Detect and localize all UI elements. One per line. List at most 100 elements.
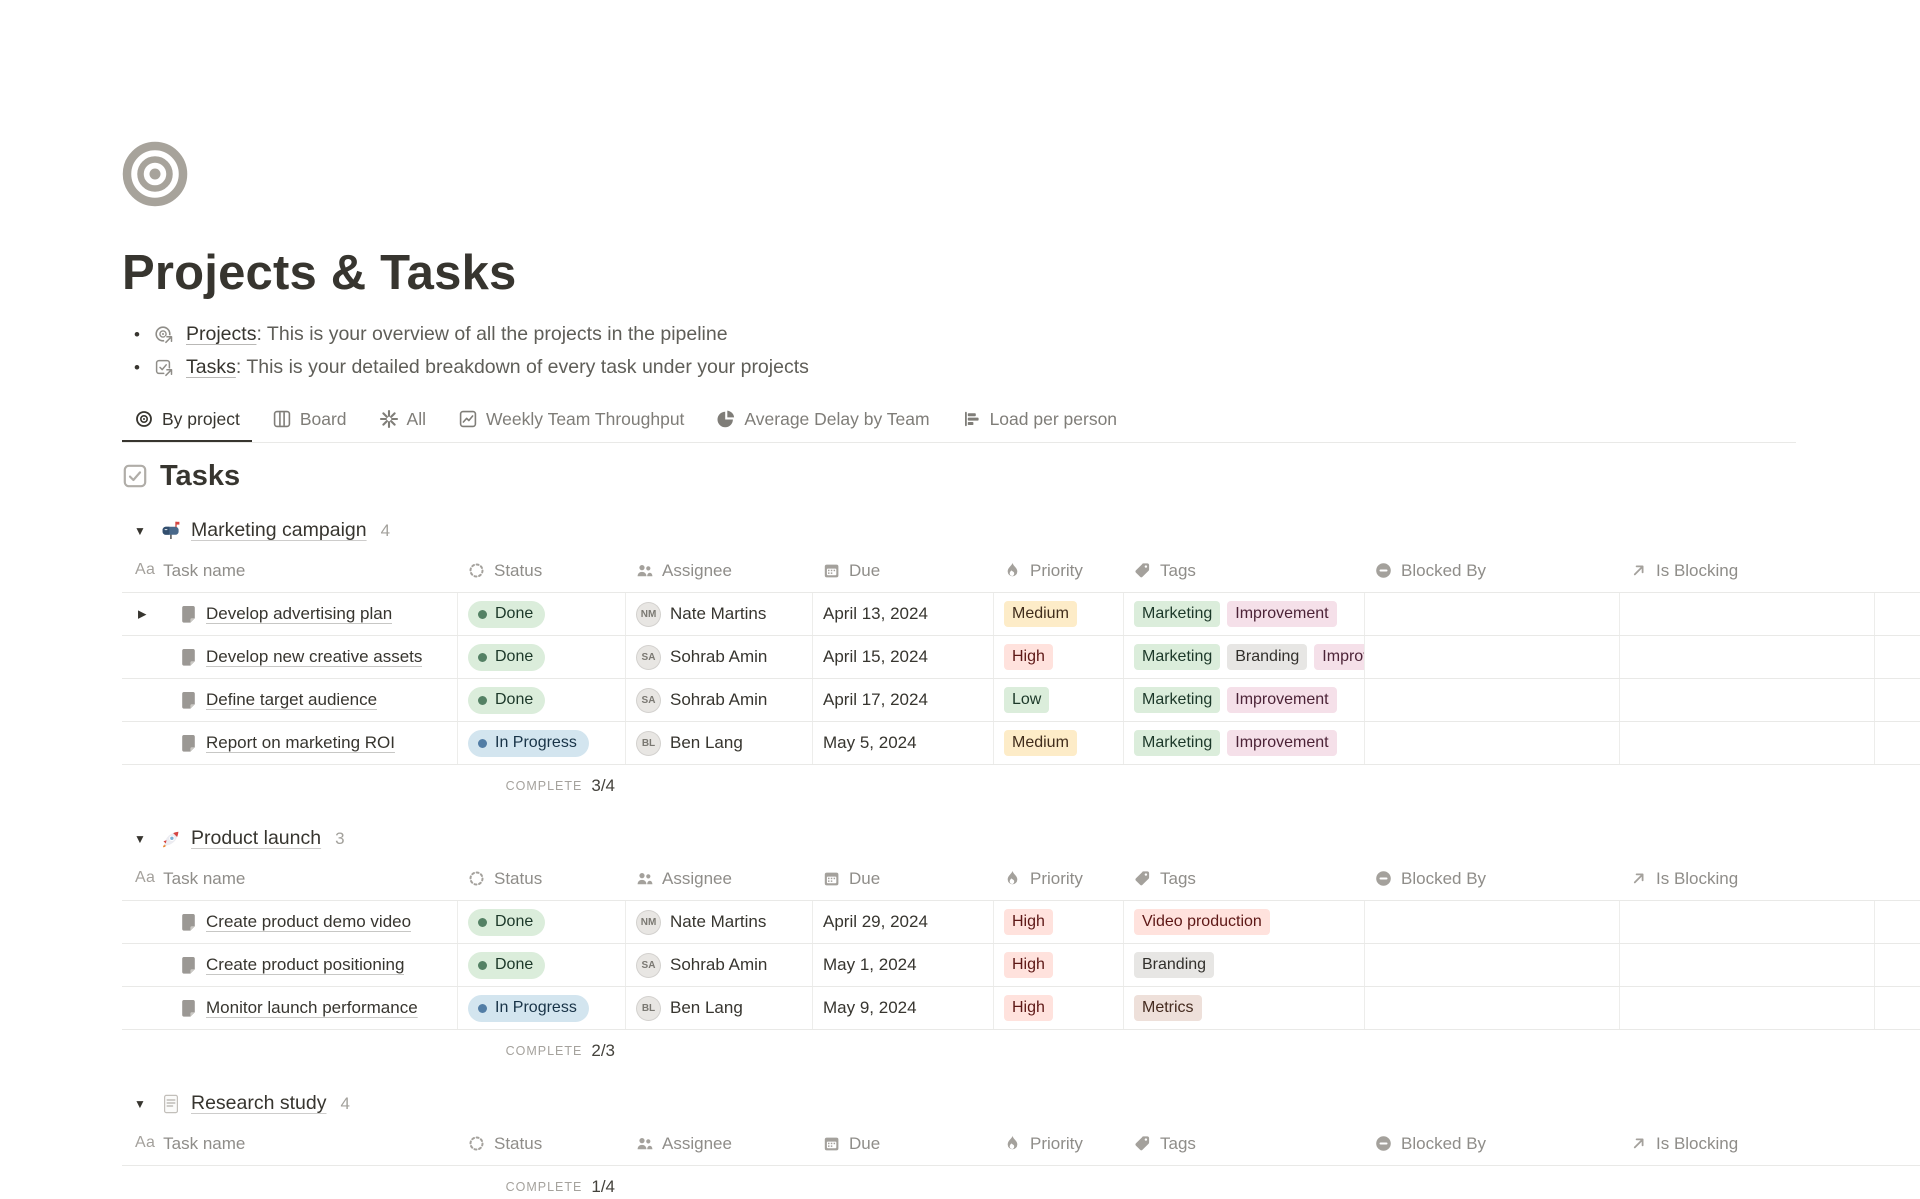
cell-is-blocking[interactable] [1619,901,1874,943]
group-toggle-icon[interactable]: ▼ [134,831,146,846]
cell-task-name[interactable]: ▶ Develop advertising plan [122,593,457,635]
cell-tags[interactable]: Branding [1123,944,1364,986]
priority-pill[interactable]: High [1004,952,1053,978]
cell-status[interactable]: Done [457,901,625,943]
column-header-task-name[interactable]: Aa Task name [122,1122,457,1165]
priority-pill[interactable]: Medium [1004,601,1077,627]
cell-task-name[interactable]: Develop new creative assets [122,636,457,678]
cell-blocked-by[interactable] [1364,987,1619,1029]
tag-pill[interactable]: Improvement [1314,644,1364,670]
group-name-link[interactable]: Product launch [191,827,322,849]
status-pill[interactable]: In Progress [468,729,589,757]
column-header-priority[interactable]: Priority [993,857,1123,900]
cell-assignee[interactable]: BL Ben Lang [625,722,812,764]
cell-priority[interactable]: High [993,636,1123,678]
cell-priority[interactable]: High [993,901,1123,943]
tag-pill[interactable]: Marketing [1134,730,1221,756]
cell-is-blocking[interactable] [1619,679,1874,721]
cell-task-name[interactable]: Monitor launch performance [122,987,457,1029]
cell-priority[interactable]: Low [993,679,1123,721]
cell-assignee[interactable]: SA Sohrab Amin [625,944,812,986]
tag-pill[interactable]: Improvement [1227,730,1337,756]
page-icon-target[interactable] [122,141,188,207]
tab-all[interactable]: All [367,398,438,442]
column-header-assignee[interactable]: Assignee [625,1122,812,1165]
column-header-assignee[interactable]: Assignee [625,857,812,900]
cell-blocked-by[interactable] [1364,593,1619,635]
cell-priority[interactable]: High [993,944,1123,986]
cell-priority[interactable]: Medium [993,593,1123,635]
tag-pill[interactable]: Branding [1227,644,1308,670]
cell-tags[interactable]: Video production [1123,901,1364,943]
column-header-status[interactable]: Status [457,549,625,592]
cell-blocked-by[interactable] [1364,679,1619,721]
cell-blocked-by[interactable] [1364,722,1619,764]
column-header-tags[interactable]: Tags [1123,1122,1364,1165]
cell-status[interactable]: Done [457,679,625,721]
status-pill[interactable]: Done [468,908,546,936]
tag-pill[interactable]: Improvement [1227,687,1337,713]
tag-pill[interactable]: Video production [1134,909,1270,935]
task-name-link[interactable]: Monitor launch performance [206,998,418,1017]
task-name-link[interactable]: Create product positioning [206,955,405,974]
tag-pill[interactable]: Marketing [1134,644,1221,670]
tab-by-project[interactable]: By project [122,398,252,442]
group-name-link[interactable]: Research study [191,1092,327,1114]
column-header-blocked-by[interactable]: Blocked By [1364,857,1619,900]
cell-tags[interactable]: Metrics [1123,987,1364,1029]
group-toggle-icon[interactable]: ▼ [134,523,146,538]
task-name-link[interactable]: Create product demo video [206,912,412,931]
column-header-is-blocking[interactable]: Is Blocking [1619,857,1874,900]
column-header-assignee[interactable]: Assignee [625,549,812,592]
cell-is-blocking[interactable] [1619,987,1874,1029]
cell-tags[interactable]: Marketing Improvement [1123,593,1364,635]
column-header-is-blocking[interactable]: Is Blocking [1619,1122,1874,1165]
column-header-is-blocking[interactable]: Is Blocking [1619,549,1874,592]
column-header-task-name[interactable]: Aa Task name [122,549,457,592]
column-header-status[interactable]: Status [457,1122,625,1165]
priority-pill[interactable]: High [1004,644,1053,670]
cell-blocked-by[interactable] [1364,636,1619,678]
column-header-tags[interactable]: Tags [1123,857,1364,900]
cell-task-name[interactable]: Create product positioning [122,944,457,986]
cell-assignee[interactable]: NM Nate Martins [625,901,812,943]
column-header-due[interactable]: Due [812,549,993,592]
status-pill[interactable]: In Progress [468,994,589,1022]
group-complete-aggregate[interactable]: COMPLETE 2/3 [122,1030,615,1072]
tab-load-per-person[interactable]: Load per person [950,398,1129,442]
row-expander-icon[interactable]: ▶ [138,608,147,621]
priority-pill[interactable]: Medium [1004,730,1077,756]
cell-status[interactable]: Done [457,593,625,635]
cell-tags[interactable]: Marketing Improvement [1123,722,1364,764]
group-complete-aggregate[interactable]: COMPLETE 3/4 [122,765,615,807]
cell-tags[interactable]: MarketingBrandingImprovement [1123,636,1364,678]
cell-is-blocking[interactable] [1619,593,1874,635]
cell-due[interactable]: April 15, 2024 [812,636,993,678]
tag-pill[interactable]: Marketing [1134,601,1221,627]
tab-board[interactable]: Board [260,398,359,442]
cell-assignee[interactable]: BL Ben Lang [625,987,812,1029]
cell-status[interactable]: In Progress [457,722,625,764]
cell-is-blocking[interactable] [1619,636,1874,678]
cell-task-name[interactable]: Create product demo video [122,901,457,943]
cell-due[interactable]: April 29, 2024 [812,901,993,943]
cell-due[interactable]: May 5, 2024 [812,722,993,764]
cell-due[interactable]: April 13, 2024 [812,593,993,635]
cell-is-blocking[interactable] [1619,722,1874,764]
cell-priority[interactable]: High [993,987,1123,1029]
cell-status[interactable]: Done [457,636,625,678]
tag-pill[interactable]: Improvement [1227,601,1337,627]
cell-assignee[interactable]: NM Nate Martins [625,593,812,635]
column-header-priority[interactable]: Priority [993,549,1123,592]
cell-assignee[interactable]: SA Sohrab Amin [625,679,812,721]
group-toggle-icon[interactable]: ▼ [134,1096,146,1111]
status-pill[interactable]: Done [468,951,546,979]
status-pill[interactable]: Done [468,600,546,628]
status-pill[interactable]: Done [468,686,546,714]
column-header-status[interactable]: Status [457,857,625,900]
tab-weekly-team-throughput[interactable]: Weekly Team Throughput [446,398,696,442]
group-complete-aggregate[interactable]: COMPLETE 1/4 [122,1166,615,1199]
cell-status[interactable]: Done [457,944,625,986]
column-header-due[interactable]: Due [812,857,993,900]
tag-pill[interactable]: Branding [1134,952,1215,978]
